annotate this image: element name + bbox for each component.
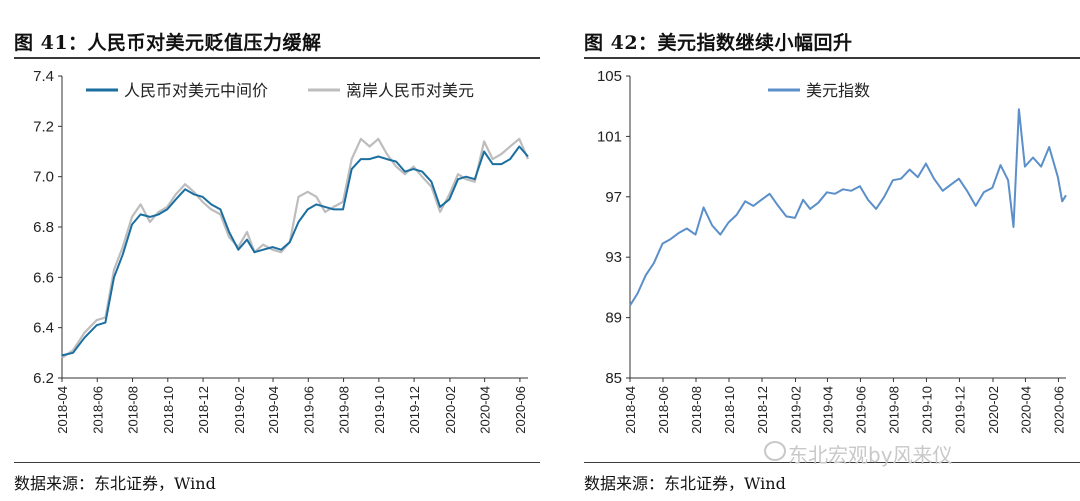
x-tick-label: 2020-04 bbox=[478, 386, 493, 434]
chart-title: 图 41：人民币对美元贬值压力缓解 bbox=[14, 32, 322, 54]
y-tick-label: 6.2 bbox=[33, 370, 54, 387]
footer-rule bbox=[14, 462, 540, 463]
x-tick-label: 2019-02 bbox=[789, 386, 804, 434]
x-tick-label: 2019-12 bbox=[407, 386, 422, 434]
x-tick-label: 2018-06 bbox=[656, 386, 671, 434]
source-note: 数据来源：东北证券，Wind bbox=[14, 474, 216, 493]
chart-title: 图 42：美元指数继续小幅回升 bbox=[584, 32, 853, 54]
source-note: 数据来源：东北证券，Wind bbox=[584, 474, 786, 493]
chart-panel-cny: 图 41：人民币对美元贬值压力缓解 6.2 6.4 6.6 6.8 7.0 7.2 7.4 2… bbox=[14, 32, 540, 493]
x-tick-label: 2019-10 bbox=[372, 386, 387, 434]
x-tick-label: 2020-04 bbox=[1018, 386, 1033, 434]
y-tick-label: 101 bbox=[597, 128, 622, 145]
y-tick-label: 7.4 bbox=[33, 68, 54, 85]
watermark: 东北宏观by风来仪 bbox=[788, 443, 953, 467]
cny-line-chart: 6.2 6.4 6.6 6.8 7.0 7.2 7.4 2018-04 2018-06 2018-… bbox=[33, 68, 530, 434]
x-tick-label: 2019-08 bbox=[886, 386, 901, 434]
y-tick-label: 7.0 bbox=[33, 169, 54, 186]
x-tick-label: 2018-12 bbox=[196, 386, 211, 434]
x-tick-label: 2018-06 bbox=[90, 386, 105, 434]
x-tick-label: 2020-06 bbox=[1051, 386, 1066, 434]
x-tick-label: 2019-04 bbox=[266, 386, 281, 434]
x-tick-label: 2019-10 bbox=[919, 386, 934, 434]
x-tick-label: 2018-08 bbox=[126, 386, 141, 434]
x-tick-label: 2018-08 bbox=[689, 386, 704, 434]
x-tick-label: 2020-02 bbox=[986, 386, 1001, 434]
wechat-icon bbox=[764, 441, 786, 461]
series-line bbox=[61, 137, 530, 359]
y-tick-label: 93 bbox=[605, 249, 622, 266]
y-tick-label: 6.4 bbox=[33, 320, 54, 337]
x-tick-label: 2020-06 bbox=[513, 386, 528, 434]
x-tick-label: 2018-10 bbox=[722, 386, 737, 434]
y-tick-label: 97 bbox=[605, 189, 622, 206]
y-tick-label: 89 bbox=[605, 310, 622, 327]
y-tick-label: 6.8 bbox=[33, 219, 54, 236]
x-tick-label: 2018-12 bbox=[755, 386, 770, 434]
footer-rule bbox=[584, 462, 1080, 463]
x-tick-label: 2019-08 bbox=[337, 386, 352, 434]
y-tick-label: 85 bbox=[605, 370, 622, 387]
title-rule bbox=[14, 57, 540, 59]
y-tick-label: 7.2 bbox=[33, 118, 54, 135]
x-tick-label: 2019-04 bbox=[820, 386, 835, 434]
usd-index-line-chart: 85 89 93 97 101 105 2018-04 2018-06 2018-08 2018-… bbox=[597, 68, 1067, 434]
x-tick-label: 2019-06 bbox=[301, 386, 316, 434]
series-line bbox=[629, 108, 1067, 307]
legend-label: 离岸人民币对美元 bbox=[346, 82, 474, 100]
series-line bbox=[61, 145, 529, 357]
x-tick-label: 2019-06 bbox=[853, 386, 868, 434]
legend-label: 美元指数 bbox=[806, 82, 870, 100]
y-tick-label: 105 bbox=[597, 68, 622, 85]
x-tick-label: 2018-04 bbox=[55, 386, 70, 434]
legend-label: 人民币对美元中间价 bbox=[124, 82, 268, 100]
title-rule bbox=[584, 57, 1080, 59]
x-tick-label: 2019-12 bbox=[952, 386, 967, 434]
x-tick-label: 2018-04 bbox=[623, 386, 638, 434]
x-tick-label: 2018-10 bbox=[161, 386, 176, 434]
x-tick-label: 2019-02 bbox=[232, 386, 247, 434]
x-tick-label: 2020-02 bbox=[443, 386, 458, 434]
chart-panel-usd-index: 图 42：美元指数继续小幅回升 85 89 93 97 101 105 2018-04 201… bbox=[574, 0, 1080, 501]
y-tick-label: 6.6 bbox=[33, 269, 54, 286]
